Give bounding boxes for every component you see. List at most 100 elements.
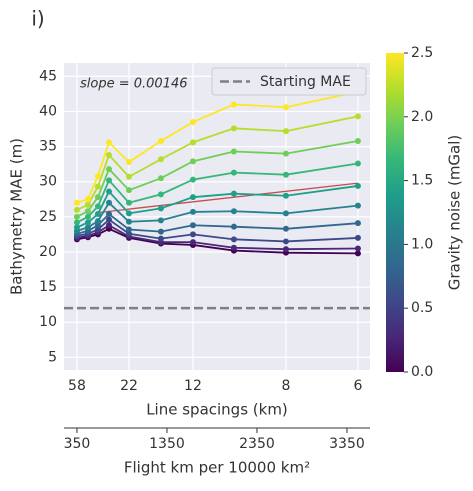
series-line [76, 224, 358, 251]
point [282, 246, 289, 253]
point [94, 203, 101, 210]
point [84, 208, 91, 215]
point [94, 183, 101, 190]
point [282, 192, 289, 199]
point [94, 218, 101, 225]
point [282, 225, 289, 232]
point [73, 219, 80, 226]
point [230, 208, 237, 215]
point [157, 205, 164, 212]
point [157, 217, 164, 224]
point [106, 199, 112, 206]
point [157, 175, 164, 182]
point [94, 211, 101, 218]
point [84, 196, 91, 203]
y-tick-label: 15 [39, 279, 57, 295]
y-tick-label: 45 [39, 68, 57, 84]
point [125, 210, 132, 217]
point [282, 238, 289, 245]
point [189, 208, 196, 215]
point [157, 156, 164, 163]
point [106, 139, 112, 146]
point [84, 224, 91, 231]
y-tick-label: 30 [39, 174, 57, 190]
point [84, 219, 91, 226]
point [230, 148, 237, 155]
point [84, 201, 91, 208]
point [84, 213, 91, 220]
point [125, 218, 132, 225]
point [106, 222, 112, 229]
point [157, 191, 164, 198]
x-tick-label: 12 [184, 378, 202, 394]
colorbar-tick-label: 1.0 [411, 236, 433, 252]
point [157, 137, 164, 144]
point [282, 150, 289, 157]
point [106, 166, 112, 173]
point [230, 236, 237, 243]
y-tick-label: 10 [39, 314, 57, 330]
x-axis-label: Line spacings (km) [146, 401, 288, 419]
point [73, 199, 80, 206]
legend-label: Starting MAE [260, 74, 351, 90]
x-tick-label: 22 [120, 378, 138, 394]
point [125, 173, 132, 180]
point [189, 231, 196, 238]
point [354, 202, 361, 209]
point [189, 239, 196, 246]
x2-tick-label: 3350 [329, 436, 365, 452]
point [106, 177, 112, 184]
series-line [76, 162, 359, 224]
series-line [76, 140, 359, 218]
point [94, 194, 101, 201]
point [282, 128, 289, 135]
point [125, 159, 132, 166]
series-line [76, 201, 359, 232]
colorbar-tick-label: 0.0 [411, 364, 433, 380]
series-line [76, 212, 359, 235]
point [106, 216, 112, 223]
point [125, 226, 132, 233]
point [94, 222, 101, 229]
series-line [76, 185, 359, 229]
point [125, 230, 132, 237]
point [282, 104, 289, 111]
point [106, 188, 112, 195]
trend-line [97, 182, 359, 214]
point [189, 158, 196, 165]
point [73, 224, 80, 231]
point [230, 223, 237, 230]
x2-tick-label: 350 [64, 436, 91, 452]
point [157, 235, 164, 242]
y-tick-label: 5 [48, 349, 57, 365]
series-line [76, 227, 358, 255]
colorbar [386, 53, 404, 372]
point [354, 234, 361, 241]
point [73, 206, 80, 213]
y-tick-label: 20 [39, 244, 57, 260]
series-line [76, 218, 358, 243]
panel-label: i) [31, 7, 44, 31]
point [230, 169, 237, 176]
point [282, 210, 289, 217]
x2-axis-label: Flight km per 10000 km² [124, 459, 310, 477]
point [282, 171, 289, 178]
point [125, 187, 132, 194]
point [354, 113, 361, 120]
series-line [76, 90, 359, 204]
point [230, 190, 237, 197]
y-axis-label: Bathymetry MAE (m) [8, 138, 26, 295]
x2-tick-label: 1350 [149, 436, 185, 452]
series-line [76, 115, 359, 211]
point [189, 194, 196, 201]
point [354, 250, 361, 257]
point [106, 152, 112, 159]
x-tick-label: 8 [281, 378, 290, 394]
point [73, 213, 80, 220]
point [125, 199, 132, 206]
point [354, 245, 361, 252]
legend-box [211, 67, 367, 96]
x2-tick-label: 2350 [239, 436, 275, 452]
point [94, 226, 101, 233]
